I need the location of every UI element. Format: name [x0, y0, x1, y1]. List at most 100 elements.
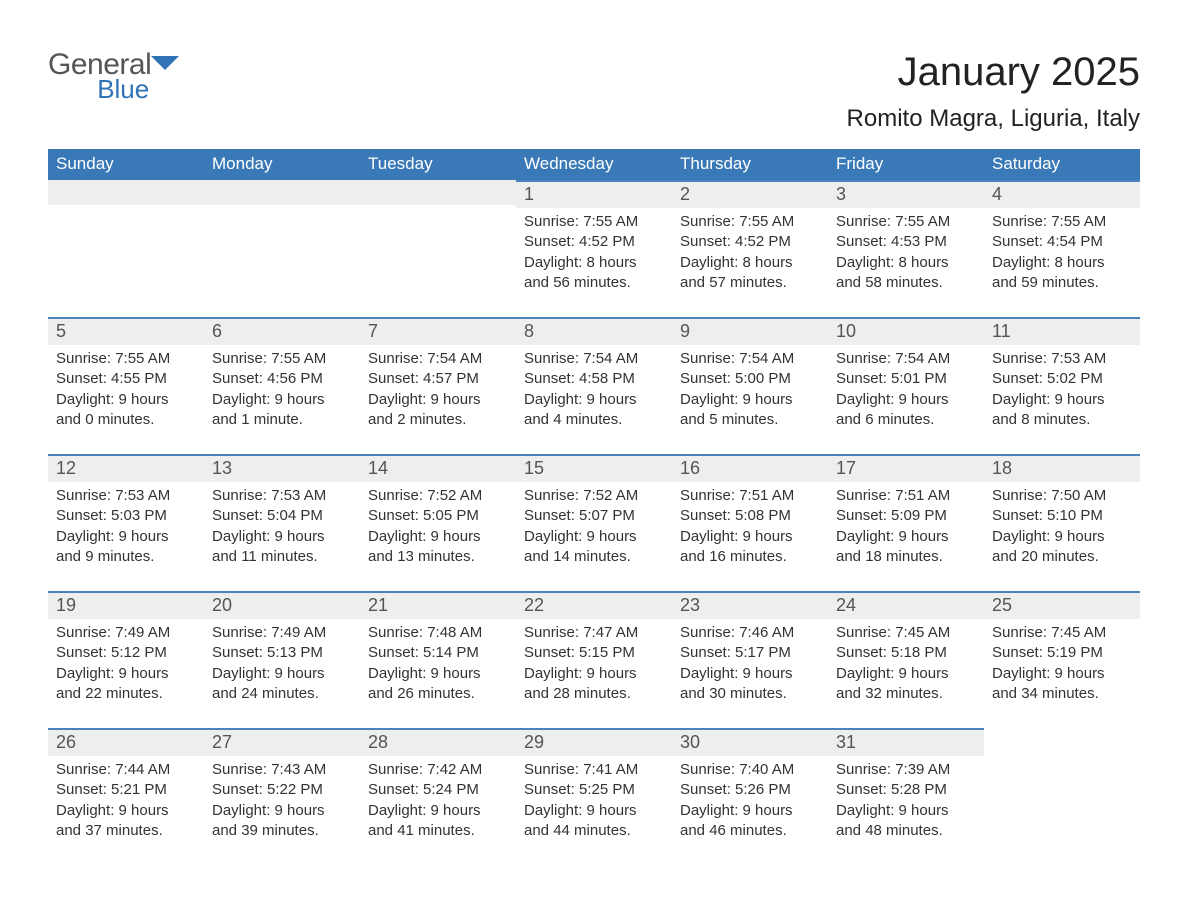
- day-number: 16: [672, 454, 828, 482]
- weekday-wednesday: Wednesday: [516, 149, 672, 180]
- sunset-text: Sunset: 5:18 PM: [836, 643, 976, 663]
- day-number: 19: [48, 591, 204, 619]
- day-cell: 15Sunrise: 7:52 AMSunset: 5:07 PMDayligh…: [516, 454, 672, 591]
- day-cell: 6Sunrise: 7:55 AMSunset: 4:56 PMDaylight…: [204, 317, 360, 454]
- dl2-text: and 13 minutes.: [368, 547, 508, 567]
- day-cell: [48, 180, 204, 317]
- day-cell: 1Sunrise: 7:55 AMSunset: 4:52 PMDaylight…: [516, 180, 672, 317]
- dl2-text: and 2 minutes.: [368, 410, 508, 430]
- dl2-text: and 30 minutes.: [680, 684, 820, 704]
- sunset-text: Sunset: 5:24 PM: [368, 780, 508, 800]
- sunrise-text: Sunrise: 7:46 AM: [680, 623, 820, 643]
- dl2-text: and 4 minutes.: [524, 410, 664, 430]
- day-cell: 25Sunrise: 7:45 AMSunset: 5:19 PMDayligh…: [984, 591, 1140, 728]
- week-row: 1Sunrise: 7:55 AMSunset: 4:52 PMDaylight…: [48, 180, 1140, 317]
- dl1-text: Daylight: 8 hours: [992, 253, 1132, 273]
- dl1-text: Daylight: 9 hours: [56, 390, 196, 410]
- sunrise-text: Sunrise: 7:55 AM: [680, 212, 820, 232]
- dl1-text: Daylight: 8 hours: [680, 253, 820, 273]
- dl1-text: Daylight: 9 hours: [212, 801, 352, 821]
- day-number: 2: [672, 180, 828, 208]
- dl1-text: Daylight: 9 hours: [680, 801, 820, 821]
- dl1-text: Daylight: 9 hours: [836, 527, 976, 547]
- dl1-text: Daylight: 9 hours: [836, 390, 976, 410]
- sunset-text: Sunset: 5:21 PM: [56, 780, 196, 800]
- sunrise-text: Sunrise: 7:39 AM: [836, 760, 976, 780]
- day-cell: 27Sunrise: 7:43 AMSunset: 5:22 PMDayligh…: [204, 728, 360, 865]
- day-number: 28: [360, 728, 516, 756]
- sunrise-text: Sunrise: 7:54 AM: [836, 349, 976, 369]
- sunset-text: Sunset: 5:08 PM: [680, 506, 820, 526]
- sunset-text: Sunset: 5:17 PM: [680, 643, 820, 663]
- day-number: 26: [48, 728, 204, 756]
- flag-icon: [151, 56, 179, 76]
- logo-text: General Blue: [48, 50, 151, 102]
- day-number: 6: [204, 317, 360, 345]
- sunrise-text: Sunrise: 7:45 AM: [836, 623, 976, 643]
- sunset-text: Sunset: 5:15 PM: [524, 643, 664, 663]
- dl1-text: Daylight: 9 hours: [992, 527, 1132, 547]
- sunset-text: Sunset: 4:57 PM: [368, 369, 508, 389]
- sunrise-text: Sunrise: 7:47 AM: [524, 623, 664, 643]
- dl2-text: and 18 minutes.: [836, 547, 976, 567]
- dl2-text: and 37 minutes.: [56, 821, 196, 841]
- dl2-text: and 39 minutes.: [212, 821, 352, 841]
- dl1-text: Daylight: 9 hours: [368, 664, 508, 684]
- location-text: Romito Magra, Liguria, Italy: [847, 105, 1140, 133]
- sunset-text: Sunset: 5:01 PM: [836, 369, 976, 389]
- sunset-text: Sunset: 5:03 PM: [56, 506, 196, 526]
- sunrise-text: Sunrise: 7:44 AM: [56, 760, 196, 780]
- dl1-text: Daylight: 9 hours: [836, 801, 976, 821]
- sunset-text: Sunset: 5:05 PM: [368, 506, 508, 526]
- sunset-text: Sunset: 4:55 PM: [56, 369, 196, 389]
- empty-day-bar: [204, 180, 360, 205]
- sunrise-text: Sunrise: 7:54 AM: [368, 349, 508, 369]
- week-row: 19Sunrise: 7:49 AMSunset: 5:12 PMDayligh…: [48, 591, 1140, 728]
- sunset-text: Sunset: 4:53 PM: [836, 232, 976, 252]
- dl1-text: Daylight: 9 hours: [836, 664, 976, 684]
- day-cell: 8Sunrise: 7:54 AMSunset: 4:58 PMDaylight…: [516, 317, 672, 454]
- sunset-text: Sunset: 4:52 PM: [524, 232, 664, 252]
- sunset-text: Sunset: 5:14 PM: [368, 643, 508, 663]
- dl1-text: Daylight: 9 hours: [56, 527, 196, 547]
- day-number: 11: [984, 317, 1140, 345]
- dl1-text: Daylight: 9 hours: [992, 664, 1132, 684]
- sunset-text: Sunset: 5:25 PM: [524, 780, 664, 800]
- sunset-text: Sunset: 5:02 PM: [992, 369, 1132, 389]
- week-row: 12Sunrise: 7:53 AMSunset: 5:03 PMDayligh…: [48, 454, 1140, 591]
- sunset-text: Sunset: 5:26 PM: [680, 780, 820, 800]
- dl2-text: and 26 minutes.: [368, 684, 508, 704]
- weekday-friday: Friday: [828, 149, 984, 180]
- day-cell: 17Sunrise: 7:51 AMSunset: 5:09 PMDayligh…: [828, 454, 984, 591]
- day-number: 10: [828, 317, 984, 345]
- sunrise-text: Sunrise: 7:42 AM: [368, 760, 508, 780]
- dl2-text: and 57 minutes.: [680, 273, 820, 293]
- weekday-saturday: Saturday: [984, 149, 1140, 180]
- day-cell: 11Sunrise: 7:53 AMSunset: 5:02 PMDayligh…: [984, 317, 1140, 454]
- day-cell: [360, 180, 516, 317]
- sunrise-text: Sunrise: 7:55 AM: [56, 349, 196, 369]
- dl1-text: Daylight: 9 hours: [368, 801, 508, 821]
- sunrise-text: Sunrise: 7:45 AM: [992, 623, 1132, 643]
- dl1-text: Daylight: 9 hours: [524, 390, 664, 410]
- day-cell: 14Sunrise: 7:52 AMSunset: 5:05 PMDayligh…: [360, 454, 516, 591]
- sunset-text: Sunset: 5:09 PM: [836, 506, 976, 526]
- sunrise-text: Sunrise: 7:55 AM: [992, 212, 1132, 232]
- dl1-text: Daylight: 8 hours: [836, 253, 976, 273]
- day-number: 30: [672, 728, 828, 756]
- dl1-text: Daylight: 9 hours: [212, 664, 352, 684]
- dl1-text: Daylight: 9 hours: [368, 390, 508, 410]
- day-cell: 4Sunrise: 7:55 AMSunset: 4:54 PMDaylight…: [984, 180, 1140, 317]
- dl2-text: and 46 minutes.: [680, 821, 820, 841]
- day-number: 27: [204, 728, 360, 756]
- day-cell: 23Sunrise: 7:46 AMSunset: 5:17 PMDayligh…: [672, 591, 828, 728]
- sunset-text: Sunset: 4:58 PM: [524, 369, 664, 389]
- dl1-text: Daylight: 9 hours: [368, 527, 508, 547]
- day-number: 15: [516, 454, 672, 482]
- weekday-header-row: Sunday Monday Tuesday Wednesday Thursday…: [48, 149, 1140, 180]
- dl2-text: and 44 minutes.: [524, 821, 664, 841]
- day-cell: 29Sunrise: 7:41 AMSunset: 5:25 PMDayligh…: [516, 728, 672, 865]
- sunrise-text: Sunrise: 7:48 AM: [368, 623, 508, 643]
- day-number: 12: [48, 454, 204, 482]
- day-number: 21: [360, 591, 516, 619]
